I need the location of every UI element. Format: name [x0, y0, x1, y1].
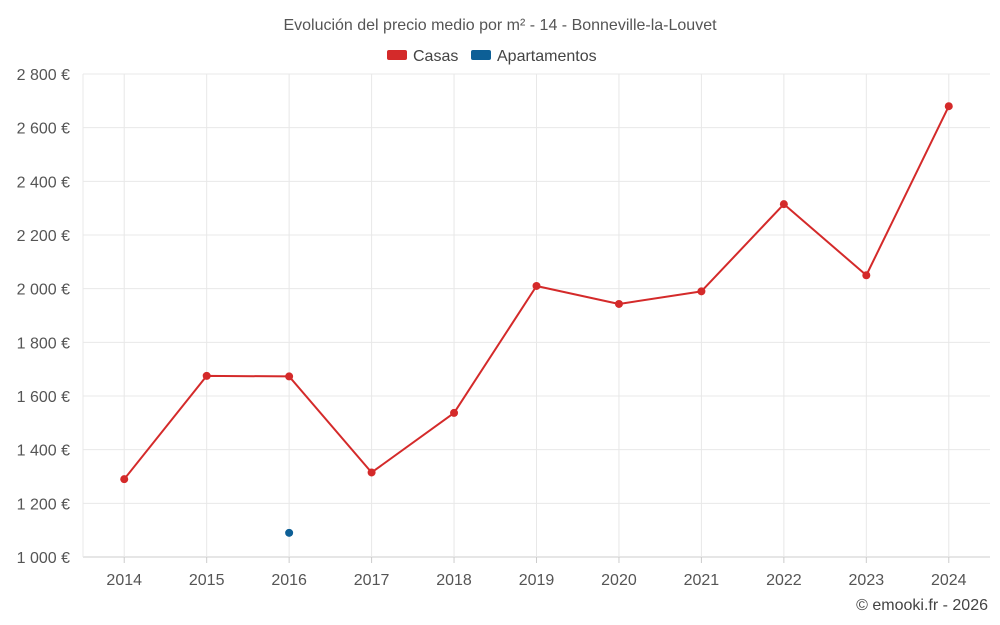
legend-swatch-apartamentos: [471, 50, 491, 60]
legend: Casas Apartamentos: [387, 48, 597, 65]
y-tick-label: 1 400 €: [17, 443, 70, 460]
y-tick-label: 2 200 €: [17, 228, 70, 245]
y-tick-label: 2 000 €: [17, 282, 70, 299]
legend-label-apartamentos: Apartamentos: [497, 48, 597, 65]
y-tick-label: 2 600 €: [17, 121, 70, 138]
legend-item-casas[interactable]: Casas: [387, 48, 458, 65]
data-point-apartamentos-2016[interactable]: [285, 528, 294, 537]
y-tick-label: 2 800 €: [17, 67, 70, 84]
legend-label-casas: Casas: [413, 48, 458, 65]
x-tick-label: 2021: [684, 572, 720, 589]
data-point-casas-2022[interactable]: [779, 200, 788, 209]
x-tick-label: 2017: [354, 572, 390, 589]
x-tick-label: 2016: [271, 572, 307, 589]
data-point-casas-2018[interactable]: [450, 408, 459, 417]
data-point-casas-2014[interactable]: [120, 475, 129, 484]
credit-text: © emooki.fr - 2026: [856, 597, 988, 614]
data-point-casas-2019[interactable]: [532, 281, 541, 290]
data-point-casas-2023[interactable]: [862, 271, 871, 280]
x-tick-label: 2018: [436, 572, 472, 589]
series: [120, 102, 953, 537]
y-tick-label: 1 000 €: [17, 550, 70, 567]
x-tick-label: 2022: [766, 572, 802, 589]
x-tick-label: 2024: [931, 572, 967, 589]
x-tick-label: 2015: [189, 572, 225, 589]
y-tick-label: 1 800 €: [17, 335, 70, 352]
data-point-casas-2015[interactable]: [202, 371, 211, 380]
x-tick-label: 2023: [849, 572, 885, 589]
y-axis: 1 000 € 1 200 € 1 400 € 1 600 € 1 800 € 2 000…: [17, 67, 70, 567]
data-point-casas-2024[interactable]: [944, 102, 953, 111]
gridlines: [82, 73, 990, 558]
chart-title: Evolución del precio medio por m² - 14 -…: [283, 17, 717, 34]
data-point-casas-2020[interactable]: [614, 299, 623, 308]
data-point-casas-2017[interactable]: [367, 468, 376, 477]
data-point-casas-2021[interactable]: [697, 287, 706, 296]
x-tick-label: 2020: [601, 572, 637, 589]
y-tick-label: 2 400 €: [17, 174, 70, 191]
legend-item-apartamentos[interactable]: Apartamentos: [471, 48, 597, 65]
legend-swatch-casas: [387, 50, 407, 60]
y-tick-label: 1 600 €: [17, 389, 70, 406]
x-tick-label: 2019: [519, 572, 555, 589]
x-axis: 2014 2015 2016 2017 2018 2019 2020 2021 2022 2023…: [106, 557, 967, 589]
y-tick-label: 1 200 €: [17, 496, 70, 513]
x-tick-label: 2014: [106, 572, 142, 589]
data-point-casas-2016[interactable]: [285, 372, 294, 381]
